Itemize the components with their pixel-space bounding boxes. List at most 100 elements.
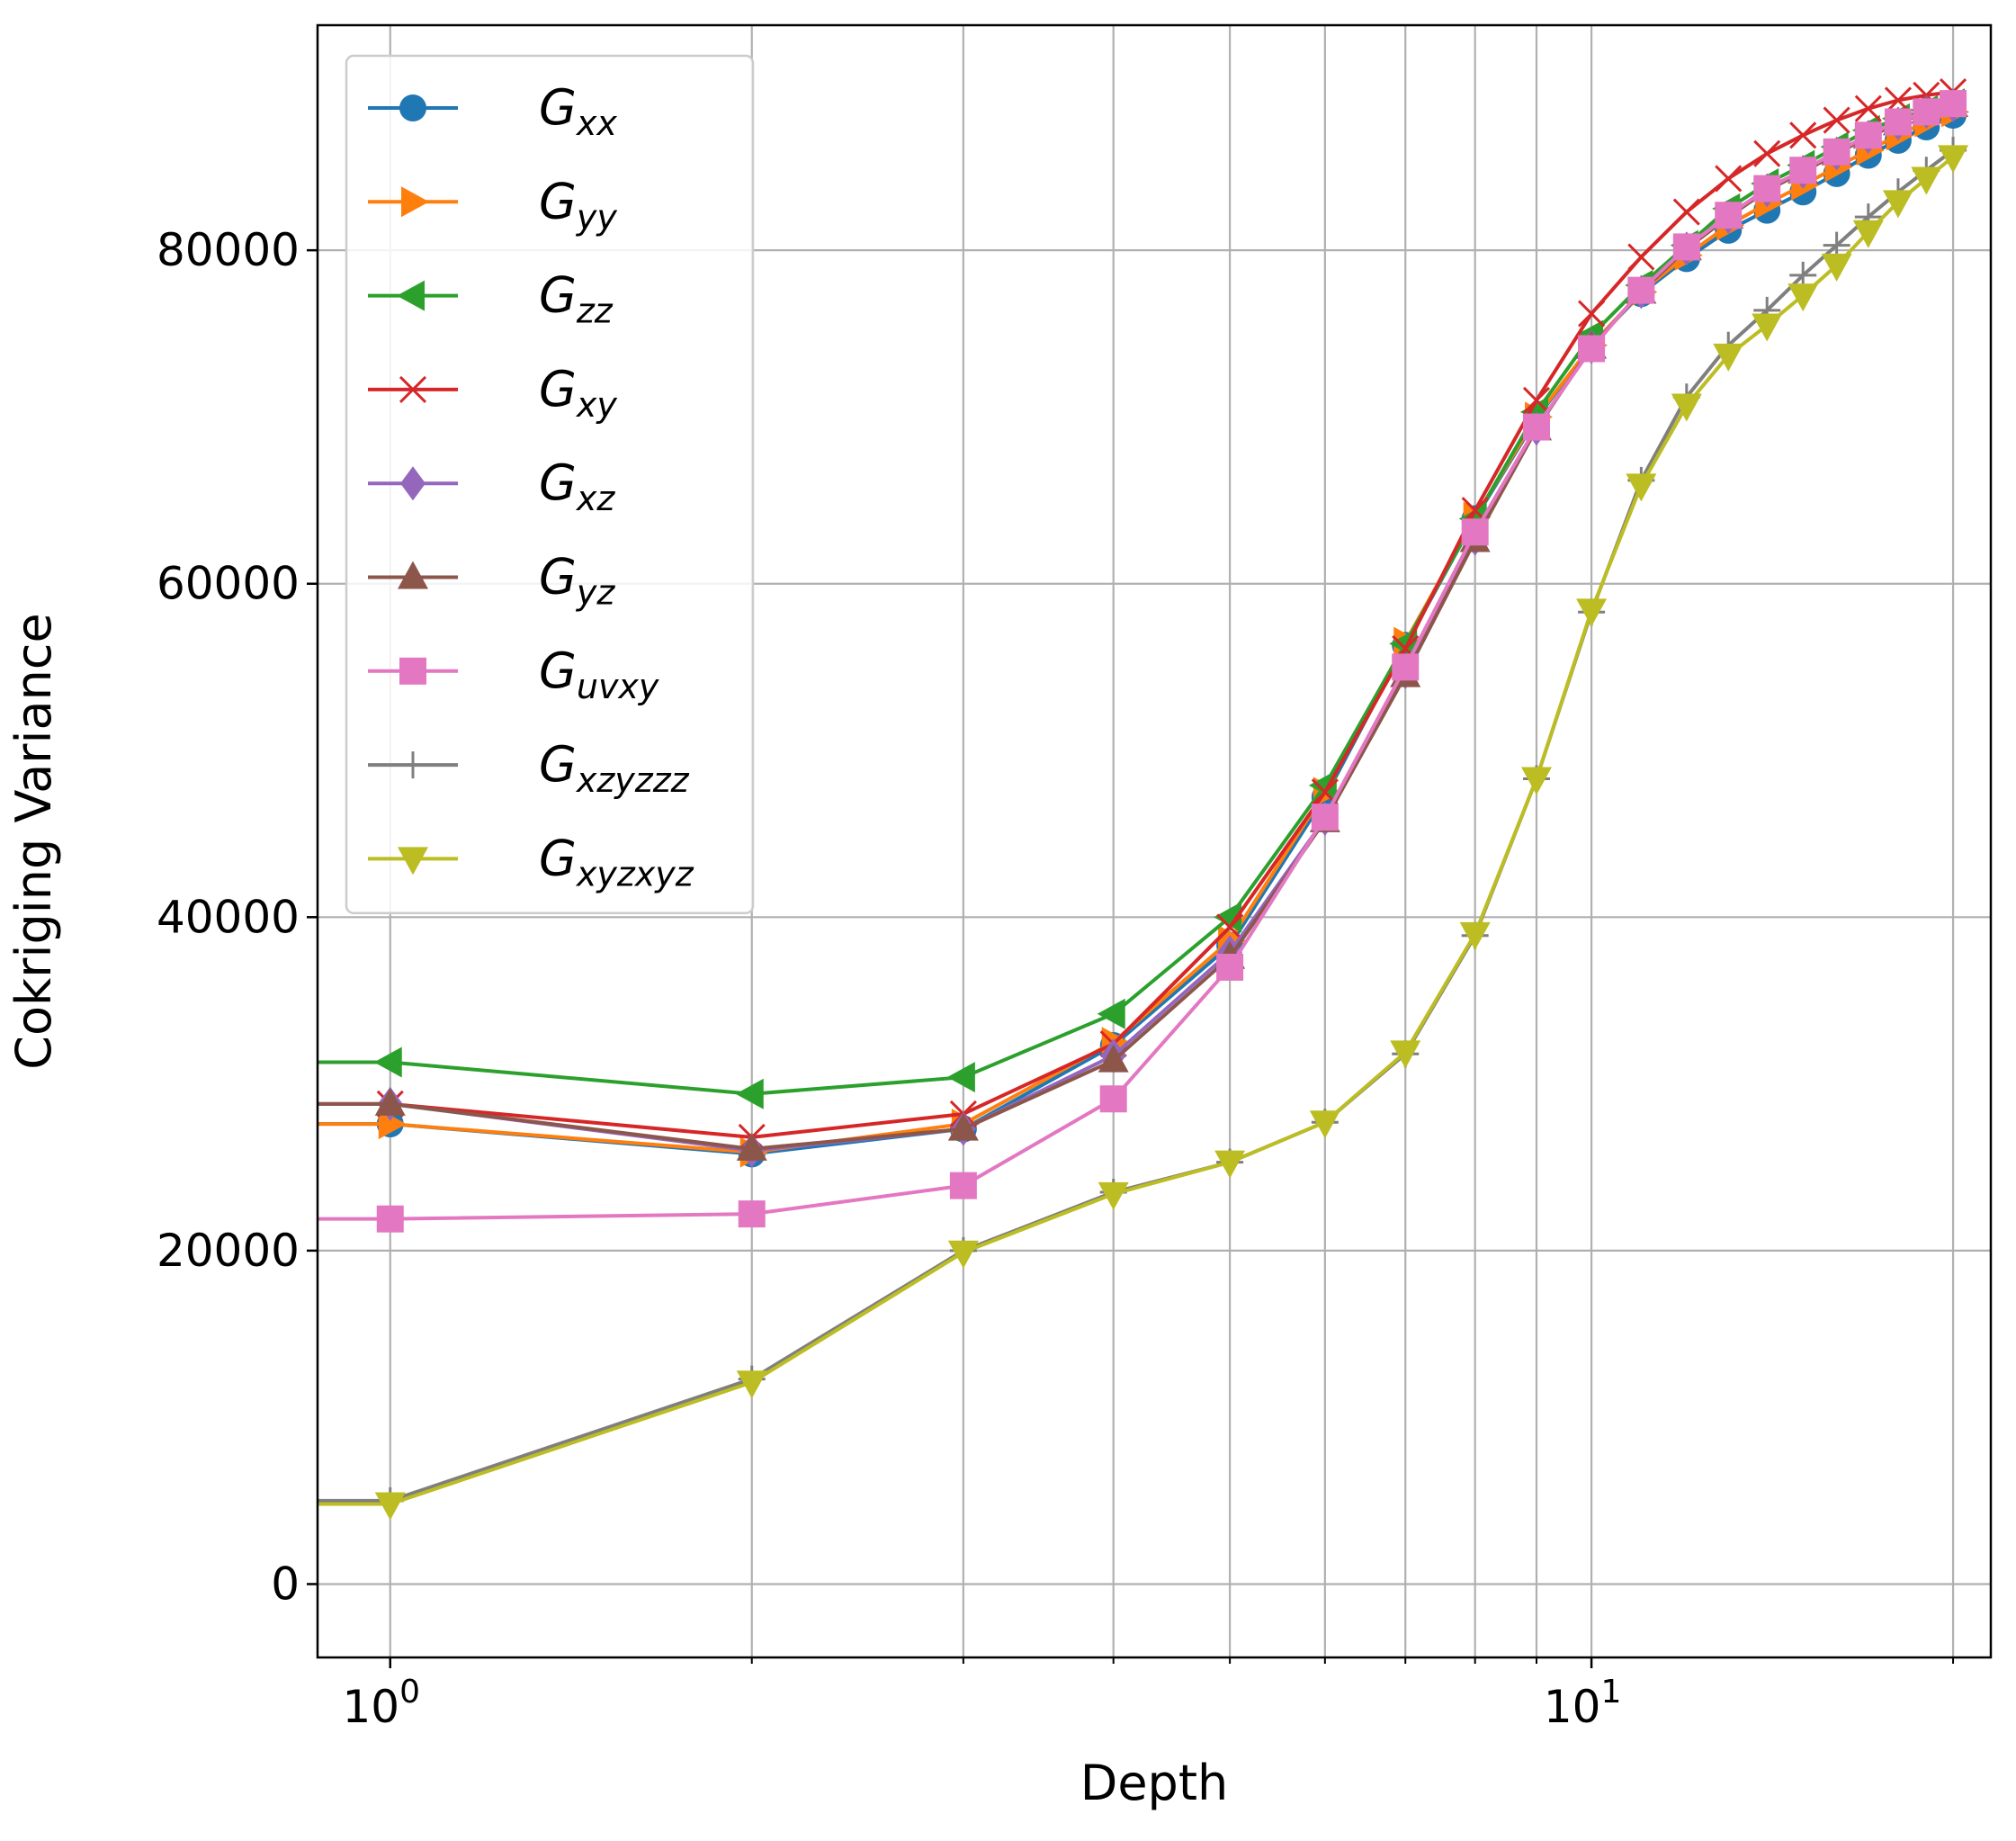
data-point <box>1823 106 1850 134</box>
data-point <box>1520 767 1552 795</box>
data-point <box>1311 804 1339 831</box>
data-point <box>1576 598 1608 627</box>
data-point <box>1672 233 1700 261</box>
data-point <box>1823 138 1850 166</box>
data-point <box>947 1112 979 1141</box>
data-point <box>1627 276 1655 304</box>
legend-label: Guvxy <box>539 642 659 706</box>
data-point <box>1461 518 1489 546</box>
data-point <box>1854 121 1882 149</box>
legend-label: Gyy <box>539 173 617 237</box>
data-point <box>378 1109 407 1140</box>
data-point <box>736 1370 767 1399</box>
data-point <box>1578 300 1606 328</box>
legend-label: Gxyzxyz <box>539 830 694 894</box>
legend-label: Gxzyzzz <box>539 736 690 800</box>
data-point <box>735 1078 764 1109</box>
legend-entry: Gyz <box>368 549 615 613</box>
data-point <box>947 1240 979 1269</box>
data-point <box>1099 1085 1127 1113</box>
data-point <box>1626 473 1657 502</box>
series-gxyzxyz <box>318 145 1969 1521</box>
y-axis-title: Cokriging Variance <box>5 613 62 1069</box>
legend-entry: Gxzyzzz <box>368 736 690 800</box>
legend: Gxx Gyy Gzz Gxy Gxz Gyz Guvxy Gxzyzzz Gxyzxyz <box>345 54 755 914</box>
data-point <box>946 1062 975 1093</box>
data-point <box>1098 1044 1129 1073</box>
data-point <box>1522 413 1550 441</box>
data-point <box>1854 94 1882 122</box>
data-point <box>1097 998 1125 1029</box>
data-point <box>1390 1040 1421 1069</box>
legend-swatch-marker <box>399 657 426 685</box>
series-guvxy <box>318 90 1967 1233</box>
data-point <box>1216 913 1244 941</box>
data-point <box>1216 953 1244 981</box>
y-tick-label: 40000 <box>157 891 300 943</box>
legend-label: Gxy <box>539 361 617 425</box>
data-point <box>1309 1110 1340 1139</box>
data-point <box>1882 190 1913 219</box>
data-point <box>376 1205 404 1233</box>
data-point <box>1098 1181 1129 1210</box>
data-point <box>1459 921 1491 950</box>
data-point <box>1913 98 1940 126</box>
x-tick-label: 101 <box>1544 1674 1622 1733</box>
legend-box <box>345 54 755 914</box>
data-point <box>1789 157 1817 184</box>
data-point <box>1392 653 1420 681</box>
data-point <box>1911 166 1942 195</box>
y-tick-label: 80000 <box>157 224 300 276</box>
data-point <box>1627 243 1655 271</box>
data-point <box>1715 165 1743 193</box>
data-point <box>1713 343 1744 372</box>
data-point <box>1715 202 1743 229</box>
legend-entry: Gxy <box>368 361 617 425</box>
legend-swatch-marker <box>399 751 426 779</box>
legend-swatch-marker <box>400 466 426 501</box>
data-point <box>1788 283 1819 312</box>
data-point <box>1752 313 1783 342</box>
data-point <box>373 1046 402 1078</box>
legend-swatch-marker <box>399 375 427 403</box>
legend-entry: Gxz <box>368 454 615 518</box>
legend-label: Gxx <box>539 79 617 143</box>
data-point <box>1884 108 1912 136</box>
data-point <box>949 1172 977 1199</box>
legend-label: Gzz <box>539 267 614 331</box>
data-point <box>1214 1150 1246 1179</box>
legend-swatch-marker <box>397 280 425 311</box>
data-point <box>1821 253 1852 282</box>
data-point <box>1940 90 1967 118</box>
data-point <box>1672 198 1700 226</box>
plot-frame <box>316 23 1993 1659</box>
data-point <box>1308 769 1337 801</box>
data-point <box>374 1087 406 1116</box>
data-point <box>1214 902 1242 933</box>
data-point <box>1852 220 1884 248</box>
axis-ticks: 0 20000 40000 60000 80000 100 101 <box>157 224 1955 1733</box>
series-layer <box>318 78 1970 1521</box>
data-point <box>1753 139 1781 167</box>
y-tick-label: 60000 <box>157 558 300 610</box>
legend-swatch-marker <box>399 94 426 121</box>
legend-entry: Gxyzxyz <box>368 830 694 894</box>
legend-entry: Gzz <box>368 267 614 331</box>
data-point <box>738 1200 766 1228</box>
data-point <box>736 1132 767 1161</box>
data-point <box>1938 145 1969 174</box>
data-point <box>1578 335 1606 363</box>
y-tick-label: 20000 <box>157 1225 300 1277</box>
legend-label: Gyz <box>539 549 615 613</box>
legend-swatch-marker <box>398 847 428 876</box>
data-point <box>374 1492 406 1521</box>
legend-label: Gxz <box>539 454 615 518</box>
x-axis-title: Depth <box>1080 1755 1228 1811</box>
legend-entry: Guvxy <box>368 642 659 706</box>
data-point <box>1522 386 1551 414</box>
legend-swatch-marker <box>401 186 429 218</box>
data-point <box>1753 175 1781 202</box>
